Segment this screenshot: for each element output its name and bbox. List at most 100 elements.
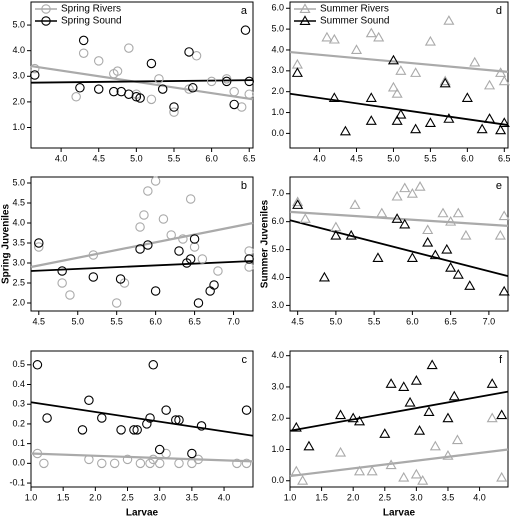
point xyxy=(57,278,67,288)
point xyxy=(291,58,303,69)
point xyxy=(424,117,436,127)
point xyxy=(414,181,426,191)
point xyxy=(413,425,426,435)
y-tick-label: 0.4 xyxy=(12,379,25,389)
fit-line xyxy=(30,452,254,463)
panel-label: a xyxy=(241,5,248,17)
y-tick-label: 3.0 xyxy=(12,71,25,81)
point xyxy=(191,51,202,61)
point xyxy=(423,406,435,416)
point xyxy=(244,262,254,272)
y-tick-label: 1.0 xyxy=(12,122,25,132)
point xyxy=(88,272,99,282)
point xyxy=(335,409,347,420)
point xyxy=(34,242,44,252)
point xyxy=(129,425,139,435)
fit-line xyxy=(289,92,509,126)
fit-line xyxy=(289,219,509,277)
point xyxy=(330,221,342,232)
point xyxy=(244,89,254,99)
point xyxy=(486,378,498,388)
point xyxy=(410,67,422,77)
point xyxy=(132,425,142,435)
y-tick-label: 0.0 xyxy=(12,458,25,468)
point xyxy=(196,421,207,431)
point xyxy=(464,280,476,290)
point xyxy=(97,458,107,469)
point xyxy=(206,76,217,87)
x-tick-label: 6.5 xyxy=(498,153,510,163)
y-tick-label: 2.5 xyxy=(12,277,25,287)
plot-frame xyxy=(289,1,509,149)
y-tick-label: 1.0 xyxy=(271,444,284,454)
x-tick-label: 6.0 xyxy=(406,316,419,326)
point xyxy=(379,428,391,438)
point xyxy=(417,475,429,485)
x-tick-label: 2.0 xyxy=(347,492,360,502)
plot-frame xyxy=(30,350,254,488)
point xyxy=(124,43,134,53)
x-tick-label: 5.0 xyxy=(387,153,400,163)
point xyxy=(169,107,179,117)
point xyxy=(169,102,179,112)
y-tick-label: 3.0 xyxy=(12,257,25,267)
point xyxy=(439,77,451,88)
point xyxy=(347,412,359,423)
point xyxy=(221,76,232,87)
point xyxy=(385,378,397,388)
y-tick-label: 0.5 xyxy=(12,359,25,369)
point xyxy=(365,92,377,102)
point xyxy=(406,252,418,262)
y-axis-label: Spring Juveniles xyxy=(1,204,12,284)
point xyxy=(154,458,165,469)
point xyxy=(297,475,309,485)
point xyxy=(439,75,451,86)
point xyxy=(445,262,457,272)
fit-line xyxy=(30,401,254,437)
point xyxy=(496,471,508,482)
point xyxy=(161,405,171,415)
y-tick-label: 2.0 xyxy=(271,86,284,96)
point xyxy=(318,271,330,282)
y-tick-label: 5.0 xyxy=(12,177,25,187)
panel-label: f xyxy=(499,354,503,366)
point xyxy=(391,115,403,125)
point xyxy=(441,243,453,254)
point xyxy=(321,31,333,42)
y-tick-label: 4.5 xyxy=(12,197,25,207)
point xyxy=(187,448,197,459)
x-tick-label: 4.0 xyxy=(313,153,326,163)
point xyxy=(399,182,411,193)
point xyxy=(445,215,457,226)
point xyxy=(84,395,94,406)
point xyxy=(391,213,403,223)
fit-line xyxy=(30,260,254,272)
x-tick-label: 5.5 xyxy=(168,153,181,163)
point xyxy=(410,123,422,134)
x-tick-label: 2.5 xyxy=(121,492,134,502)
point xyxy=(78,48,89,58)
point xyxy=(372,252,384,262)
y-tick-label: 4.0 xyxy=(271,272,284,282)
point xyxy=(244,246,254,256)
point xyxy=(353,415,366,426)
y-tick-label: 0.2 xyxy=(12,418,25,428)
point xyxy=(398,471,410,482)
point xyxy=(303,440,315,451)
x-tick-label: 2.0 xyxy=(89,492,102,502)
point xyxy=(112,66,123,76)
point xyxy=(290,465,302,476)
point xyxy=(452,268,464,279)
plot-frame xyxy=(289,176,509,312)
point xyxy=(495,124,507,135)
point xyxy=(184,47,194,57)
point xyxy=(32,448,43,459)
point xyxy=(189,234,200,244)
point xyxy=(476,123,488,134)
point xyxy=(495,67,507,77)
point xyxy=(197,254,208,264)
legend-marker xyxy=(41,16,51,26)
point xyxy=(71,92,81,102)
x-axis-label: Larvae xyxy=(383,508,416,519)
point xyxy=(429,440,441,451)
